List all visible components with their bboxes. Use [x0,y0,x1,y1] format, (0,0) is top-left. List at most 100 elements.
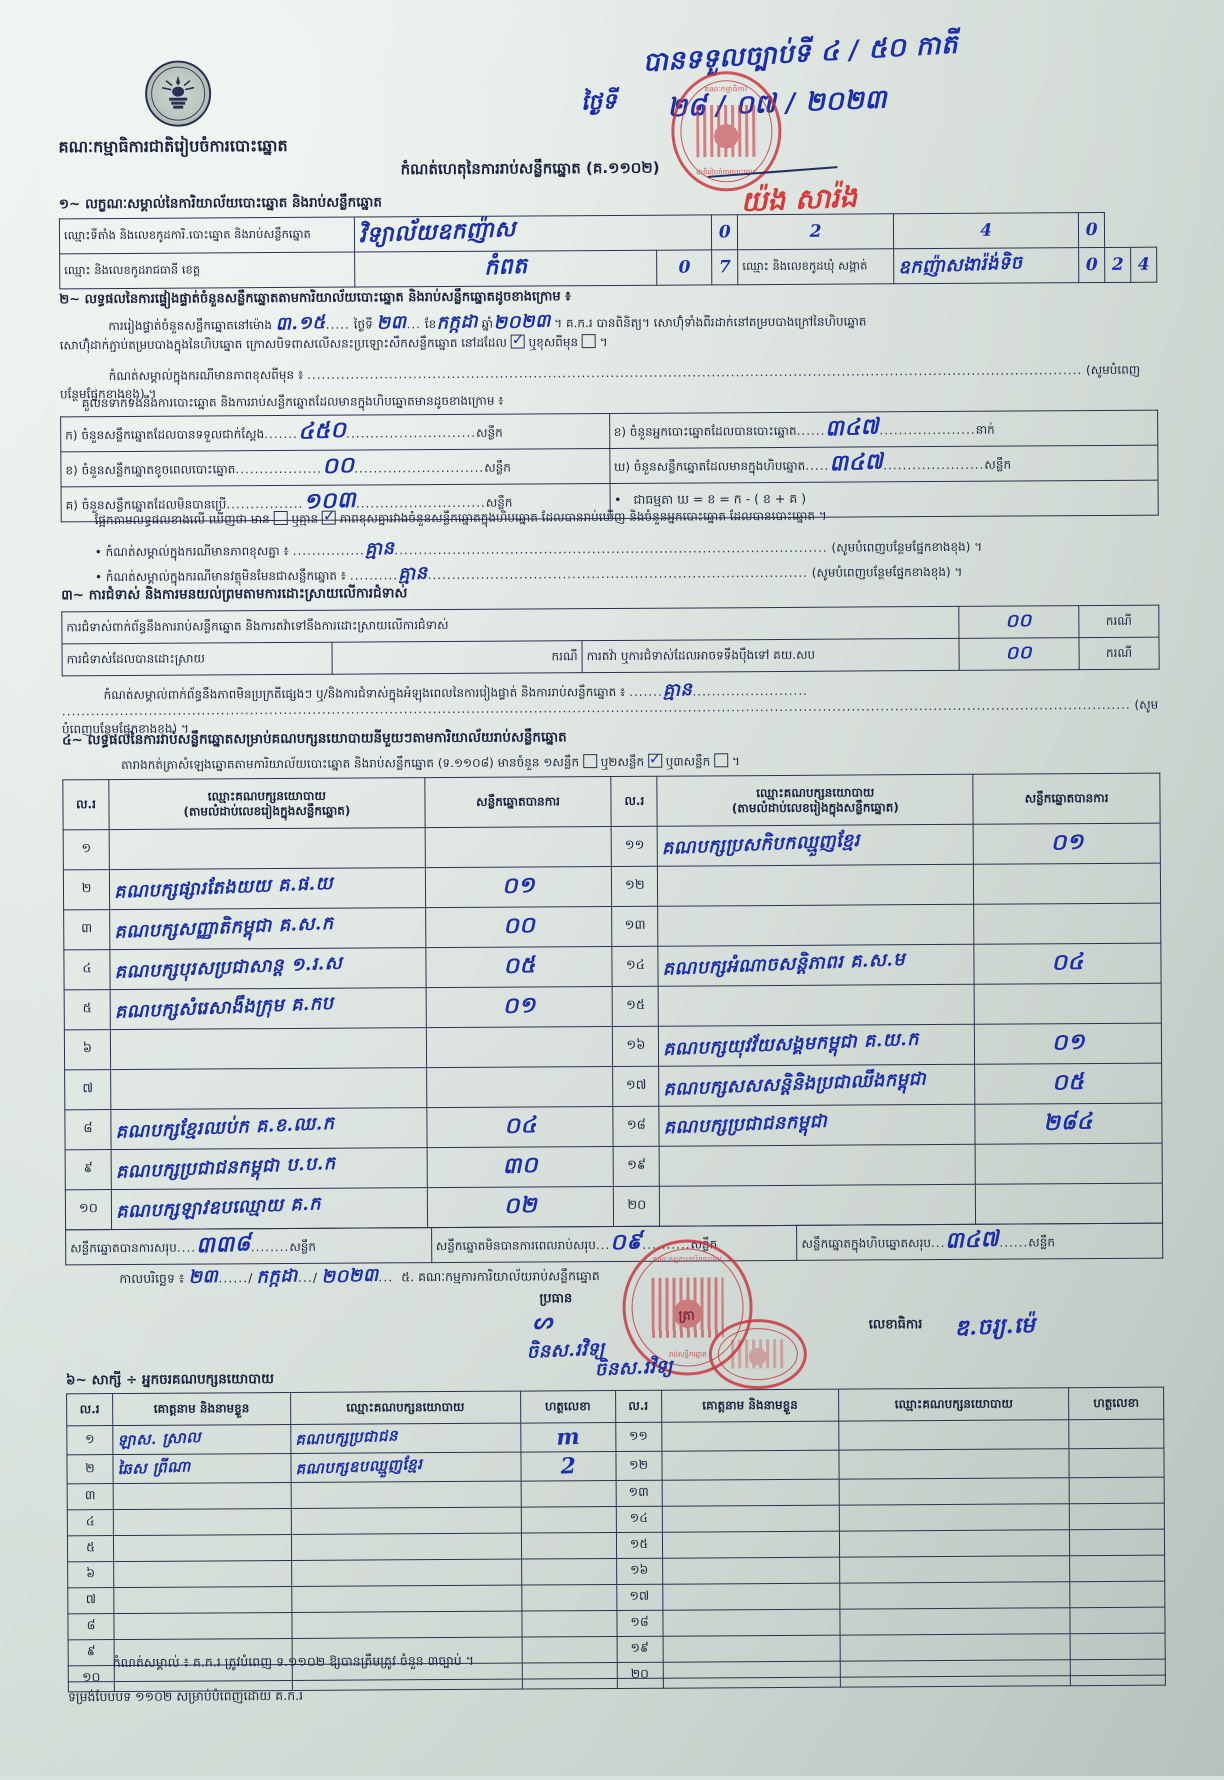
tally-left-party[interactable]: គណបក្សខ្មែរឈប់ក គ.ខ.ឈ.ក [110,1107,427,1150]
tally-left-votes[interactable]: ៣០ [426,1146,614,1188]
witness-right-name[interactable] [661,1479,840,1507]
s4-total1-value[interactable]: ៣៣៨ [195,1230,252,1259]
witness-left-sign[interactable] [520,1480,616,1508]
witness-right-sign[interactable] [1070,1659,1166,1686]
tally-right-votes[interactable]: ២៨៤ [975,1103,1163,1145]
s1-code1-d3[interactable]: 4 [893,212,1079,249]
s1-code3-d2[interactable]: 2 [1104,247,1131,283]
s1-row1-value[interactable]: វិទ្យាល័យឧកញ៉ាស [358,215,517,249]
tally-left-party[interactable]: គណបក្សសំរេសាងឹងក្រុម គ.កប [110,987,427,1030]
s2-item-ng-value[interactable]: ៣៤៧ [828,448,884,477]
tally-left-party[interactable]: គណបក្សប្រជាជនកម្ពុជា ប.ប.ក [111,1147,428,1190]
tally-left-party[interactable]: គណបក្សសញ្ញាតិកម្ពុជា គ.ស.ក [109,907,426,950]
s2-time[interactable]: ៣.១៥ [275,311,327,335]
s1-code1-d1[interactable]: 0 [711,214,738,250]
witness-right-sign[interactable] [1068,1419,1164,1449]
witness-right-name[interactable] [662,1609,841,1637]
witness-right-party[interactable] [840,1633,1071,1662]
witness-left-sign[interactable] [521,1662,617,1690]
s2-item-b-value[interactable]: ៣៤៧ [824,413,880,442]
tally-left-votes[interactable]: ០៤ [426,1106,614,1148]
witness-right-name[interactable] [661,1450,840,1481]
witness-right-party[interactable] [840,1659,1071,1688]
tally-right-party[interactable] [658,984,975,1027]
tally-left-party[interactable]: គណបក្សផ្សារតែងយយ គ.ផ.យ [109,867,426,910]
s1-code3-d1[interactable]: 0 [1078,247,1105,283]
witness-left-sign[interactable] [521,1532,617,1560]
witness-left-name[interactable] [113,1560,292,1588]
witness-left-sign[interactable] [521,1558,617,1586]
witness-right-party[interactable] [839,1529,1070,1558]
s2-day[interactable]: ២៣ [376,311,407,334]
witness-left-party[interactable] [291,1585,522,1613]
witness-right-name[interactable] [662,1635,841,1663]
tally-left-party[interactable]: គណបក្សឡាវឧបឈ្មោយ គ.ក [111,1187,428,1230]
witness-right-sign[interactable] [1070,1633,1166,1660]
tally-right-votes[interactable]: ០៤ [974,943,1162,985]
tally-right-party[interactable] [659,1144,976,1187]
witness-right-party[interactable] [839,1555,1070,1584]
witness-right-sign[interactable] [1069,1555,1165,1582]
tally-right-party[interactable]: គណបក្សប្រសកិបកឈ្មួញខ្មែរ [657,824,974,867]
tally-right-party[interactable]: គណបក្សអំណាចសន្តិភាពរ គ.ស.ម [658,944,975,987]
tally-left-votes[interactable]: ០០ [425,906,613,948]
witness-left-sign[interactable]: m [520,1422,616,1453]
witness-left-name[interactable] [113,1586,292,1614]
s4-checkbox-2[interactable] [647,753,662,768]
s1-row3-value[interactable]: ឧកញ៉ាសងារ៉ង់ទិច [897,251,1024,278]
witness-left-name[interactable] [113,1612,292,1640]
witness-right-sign[interactable] [1069,1529,1165,1556]
tally-left-votes[interactable]: ០៥ [425,946,613,988]
witness-right-party[interactable] [839,1448,1070,1480]
witness-left-party[interactable] [291,1611,522,1639]
sig-chief-signature[interactable]: ᔕ [532,1308,554,1335]
witness-right-party[interactable] [839,1503,1070,1532]
tally-right-votes[interactable] [974,983,1162,1025]
tally-right-votes[interactable] [975,1183,1163,1225]
s1-code2-d2[interactable]: 7 [711,249,739,285]
witness-right-sign[interactable] [1069,1607,1166,1634]
s2-checkbox-same[interactable] [510,334,525,349]
tally-right-votes[interactable] [973,863,1161,905]
sig-year[interactable]: ២០២៣ [320,1264,379,1288]
witness-right-name[interactable] [661,1421,840,1452]
witness-right-sign[interactable] [1069,1581,1165,1608]
witness-left-name[interactable] [113,1482,292,1510]
witness-right-sign[interactable] [1069,1503,1165,1530]
witness-right-sign[interactable] [1069,1477,1165,1504]
witness-left-party[interactable] [290,1481,521,1509]
s1-code1-d2[interactable]: 2 [737,213,894,250]
witness-right-name[interactable] [661,1531,840,1559]
s3-row2-value[interactable]: ០០ [1005,641,1033,665]
tally-left-party[interactable] [110,1067,427,1110]
tally-left-party[interactable]: គណបក្សបុរសប្រជាសាន្ត ១.រ.ស [109,947,426,990]
tally-left-party[interactable] [110,1027,427,1070]
tally-right-votes[interactable] [975,1143,1163,1185]
s4-total3-value[interactable]: ៣៤៧ [944,1225,1000,1254]
s1-code3-d3[interactable]: 4 [1130,247,1157,283]
sig-month[interactable]: កក្កដា [255,1265,299,1288]
tally-left-votes[interactable]: ០១ [425,986,613,1028]
sig-day[interactable]: ២៣ [187,1265,219,1289]
s2-item-kh-value[interactable]: ០០ [321,452,355,480]
tally-right-votes[interactable]: ០១ [973,823,1161,865]
witness-right-name[interactable] [662,1661,841,1689]
tally-right-party[interactable]: គណបក្សសសសន្តិនិងប្រជាឈឹងកម្ពុជា [658,1064,976,1107]
witness-left-name[interactable]: ឆៃស ព្រីណា [112,1453,291,1484]
s2-b1-value[interactable]: គ្មាន [364,537,395,561]
witness-left-party[interactable]: គណបក្សឧបឈ្មួញខ្មែរ [290,1452,521,1483]
tally-left-party[interactable] [109,827,426,870]
witness-left-party[interactable] [291,1533,522,1561]
s1-row2-value[interactable]: កំពត [483,252,529,281]
sig-secretary-signature[interactable]: ឌ.ចរ្យ.ម៉េ [954,1312,1036,1342]
s2-month[interactable]: កក្កដា [435,311,479,334]
witness-left-name[interactable] [113,1508,292,1536]
witness-right-name[interactable] [662,1557,841,1585]
witness-left-party[interactable] [291,1559,522,1587]
witness-left-sign[interactable] [521,1636,617,1664]
s1-code1-d4[interactable]: 0 [1078,212,1105,248]
tally-left-votes[interactable]: ០១ [425,866,613,908]
s3-row1-value[interactable]: ០០ [1005,609,1033,633]
witness-left-name[interactable] [113,1534,292,1562]
witness-left-name[interactable]: ឡាស. ស្រាល [112,1424,291,1455]
